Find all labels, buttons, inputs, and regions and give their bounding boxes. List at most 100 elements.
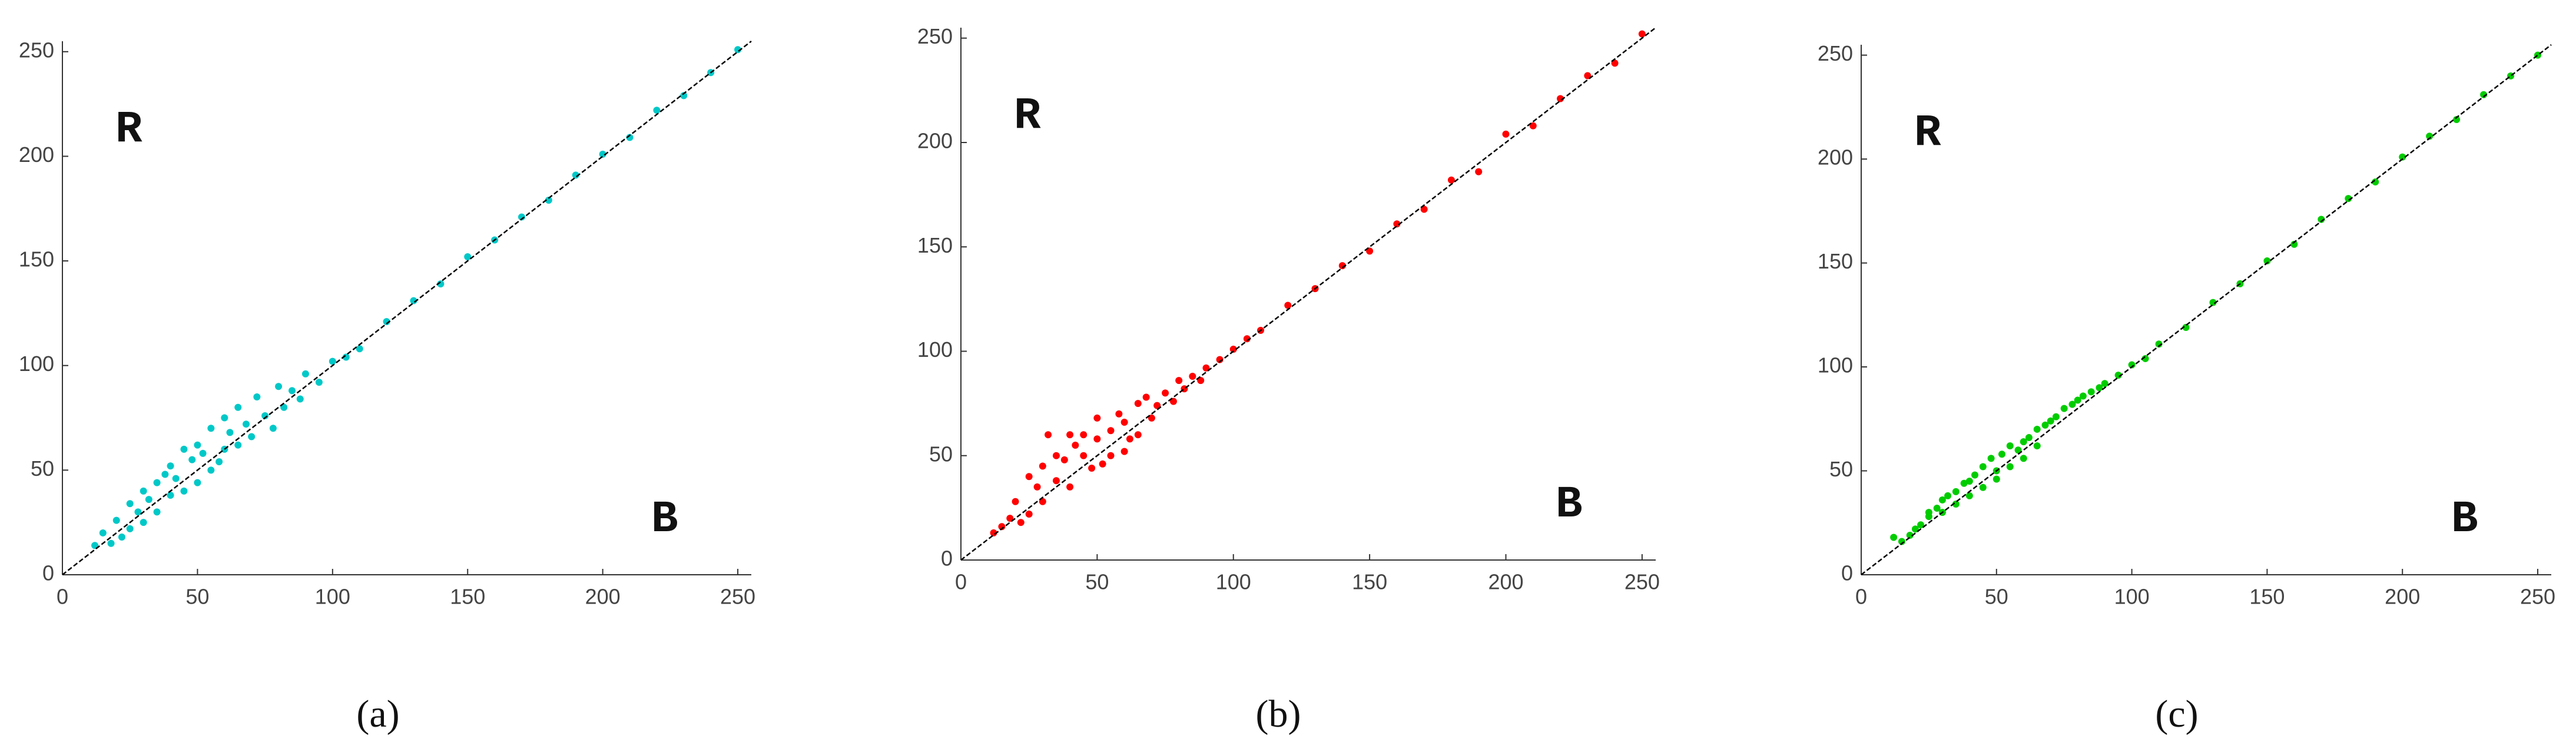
y-tick-label: 250 <box>19 38 54 62</box>
point <box>234 441 242 449</box>
point <box>1917 521 1925 529</box>
point <box>2006 463 2014 471</box>
point <box>2074 396 2081 404</box>
point <box>2399 153 2406 161</box>
point <box>1965 492 1973 499</box>
caption: (b) <box>1256 693 1301 736</box>
point <box>140 487 147 495</box>
point <box>207 425 215 432</box>
point <box>126 525 134 532</box>
point <box>269 425 277 432</box>
point <box>112 516 120 524</box>
point <box>1080 452 1088 459</box>
annotation: R <box>1914 108 1941 158</box>
point <box>289 387 296 395</box>
point <box>1107 427 1115 435</box>
point <box>194 479 201 486</box>
point <box>1189 373 1196 380</box>
x-tick-label: 250 <box>1624 570 1660 594</box>
point <box>2426 132 2434 140</box>
point <box>2480 91 2488 98</box>
point <box>2372 178 2379 185</box>
point <box>221 414 228 422</box>
point <box>161 471 169 478</box>
point <box>2290 240 2298 248</box>
x-tick-label: 50 <box>185 585 209 609</box>
point <box>1925 509 1932 516</box>
y-tick-label: 100 <box>19 352 54 376</box>
point <box>180 487 188 495</box>
point <box>1039 498 1046 505</box>
point <box>1012 498 1019 505</box>
y-tick-label: 0 <box>42 561 54 585</box>
annotation: B <box>651 494 678 545</box>
point <box>1979 463 1987 471</box>
point <box>1529 122 1537 130</box>
point <box>253 393 261 400</box>
y-tick-label: 250 <box>917 24 953 48</box>
point <box>153 508 161 516</box>
x-tick-label: 150 <box>1352 570 1387 594</box>
point <box>1906 531 1914 539</box>
y-tick-label: 100 <box>1818 353 1853 377</box>
point <box>2155 340 2163 348</box>
y-tick-label: 0 <box>1841 561 1853 585</box>
point <box>680 92 688 100</box>
point <box>199 449 207 457</box>
point <box>226 429 234 436</box>
point <box>1142 393 1150 401</box>
point <box>2047 417 2054 425</box>
point <box>1584 72 1592 79</box>
point <box>145 496 152 503</box>
point <box>1898 538 1905 545</box>
point <box>118 534 125 541</box>
point <box>2318 216 2325 223</box>
point <box>1366 247 1374 255</box>
point <box>216 458 223 466</box>
point <box>1115 410 1123 418</box>
point <box>194 441 201 449</box>
point <box>2209 299 2217 306</box>
point <box>1072 442 1079 449</box>
point <box>180 445 188 453</box>
identity-line <box>960 27 1656 561</box>
point <box>1557 95 1564 102</box>
point <box>734 46 742 54</box>
point <box>2263 257 2271 265</box>
y-tick-label: 200 <box>19 143 54 167</box>
point <box>437 280 445 288</box>
point <box>134 508 142 516</box>
x-tick-label: 100 <box>2114 585 2150 609</box>
point <box>2006 442 2014 450</box>
x-tick-label: 200 <box>1488 570 1523 594</box>
point <box>1420 206 1428 213</box>
point <box>1093 435 1101 443</box>
point <box>1338 262 1346 270</box>
point <box>2141 355 2149 362</box>
point <box>2114 372 2122 379</box>
point <box>1638 30 1646 38</box>
point <box>545 197 552 204</box>
point <box>2087 388 2095 396</box>
point <box>1126 435 1133 443</box>
point <box>2033 425 2041 433</box>
point <box>1393 220 1401 228</box>
point <box>1134 400 1142 408</box>
point <box>1952 488 1960 495</box>
point <box>107 539 115 547</box>
point <box>315 379 323 386</box>
y-tick-label: 50 <box>31 456 54 481</box>
point <box>2068 400 2076 408</box>
point <box>2033 442 2041 450</box>
point <box>1992 475 2000 483</box>
x-tick-label: 250 <box>2520 585 2555 609</box>
y-tick-label: 150 <box>19 247 54 271</box>
point <box>1039 462 1046 470</box>
point <box>599 150 606 158</box>
point <box>1202 364 1210 372</box>
point <box>1093 414 1101 422</box>
point <box>572 171 579 179</box>
point <box>329 357 336 365</box>
point <box>1965 478 1973 485</box>
point <box>2079 392 2087 400</box>
